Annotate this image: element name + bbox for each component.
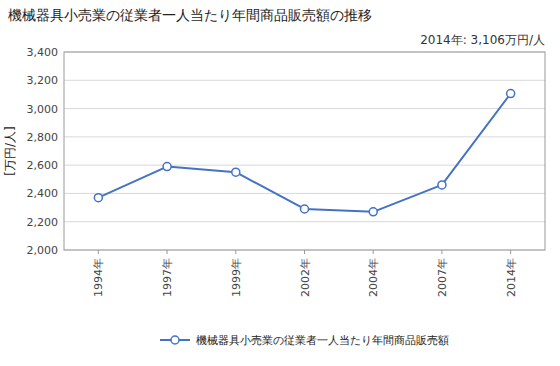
x-axis: 1994年 1997年 1999年 2002年 2004年 2007年 2014年 xyxy=(92,250,517,297)
grid-line xyxy=(64,108,545,109)
point xyxy=(369,208,377,216)
x-tick-label: 2004年 xyxy=(367,258,380,297)
y-tick-label: 2,200 xyxy=(27,216,59,229)
point xyxy=(163,163,171,171)
point xyxy=(507,90,515,98)
y-tick-label: 3,000 xyxy=(27,103,59,116)
y-tick-label: 3,200 xyxy=(27,74,59,87)
x-tick-label: 2002年 xyxy=(299,258,312,297)
point xyxy=(94,194,102,202)
grid-line xyxy=(64,221,545,222)
point xyxy=(232,168,240,176)
plot-frame xyxy=(64,52,545,250)
grid-line xyxy=(64,193,545,194)
x-tick-label: 1999年 xyxy=(230,258,243,297)
chart: 機械器具小売業の従業者一人当たり年間商品販売額の推移 2014年: 3,106万円… xyxy=(0,0,560,366)
x-tick xyxy=(441,250,442,254)
x-tick xyxy=(167,250,168,254)
point xyxy=(301,205,309,213)
y-tick-label: 2,000 xyxy=(27,244,59,257)
point xyxy=(438,181,446,189)
y-axis-label: [万円/人] xyxy=(3,126,17,175)
grid-line xyxy=(64,80,545,81)
x-tick xyxy=(510,250,511,254)
x-tick xyxy=(373,250,374,254)
x-tick xyxy=(304,250,305,254)
legend-marker xyxy=(171,336,179,344)
y-tick-label: 2,600 xyxy=(27,159,59,172)
x-tick xyxy=(98,250,99,254)
x-tick-label: 2007年 xyxy=(436,258,449,297)
legend: 機械器具小売業の従業者一人当たり年間商品販売額 xyxy=(160,334,449,347)
x-tick-label: 2014年 xyxy=(505,258,518,297)
title: 機械器具小売業の従業者一人当たり年間商品販売額の推移 xyxy=(8,7,372,23)
x-tick xyxy=(235,250,236,254)
series-line xyxy=(98,94,510,212)
annotation: 2014年: 3,106万円/人 xyxy=(420,33,545,47)
y-tick-label: 3,400 xyxy=(27,46,59,59)
y-axis: 2,000 2,200 2,400 2,600 2,800 3,000 3,200 3,400 xyxy=(27,46,546,257)
y-tick-label: 2,400 xyxy=(27,187,59,200)
grid-line xyxy=(64,136,545,137)
plot-area xyxy=(94,90,514,216)
x-tick-label: 1997年 xyxy=(161,258,174,297)
legend-label: 機械器具小売業の従業者一人当たり年間商品販売額 xyxy=(196,334,449,347)
x-tick-label: 1994年 xyxy=(92,258,105,297)
grid-line xyxy=(64,165,545,166)
y-tick-label: 2,800 xyxy=(27,131,59,144)
